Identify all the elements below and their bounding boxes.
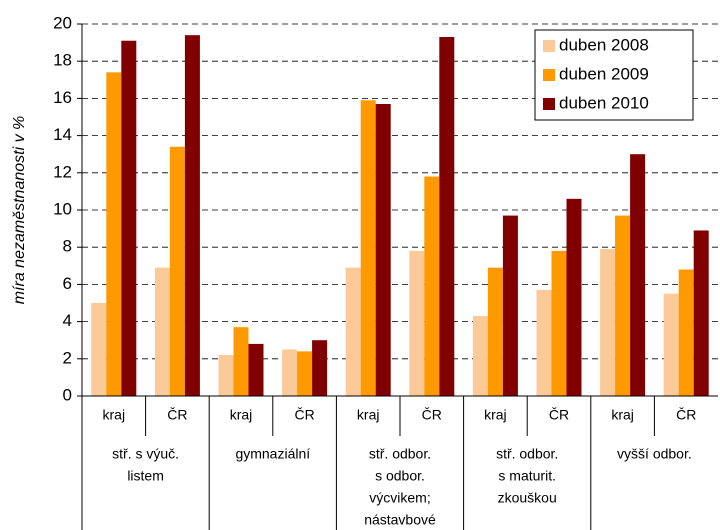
group-label: výcvikem;	[369, 490, 430, 506]
x-tick-label: kraj	[230, 407, 253, 423]
bar	[439, 37, 455, 397]
bar	[502, 215, 518, 396]
bar	[233, 327, 249, 396]
bar	[536, 289, 552, 396]
bar	[106, 72, 122, 397]
bar	[600, 249, 616, 396]
bar	[169, 146, 185, 396]
bar	[345, 267, 361, 396]
group-label: gymnaziální	[235, 446, 310, 462]
bar	[409, 250, 425, 396]
bar	[184, 35, 200, 396]
legend-label: duben 2009	[559, 64, 649, 83]
bar	[472, 316, 488, 396]
y-tick-label: 8	[63, 237, 72, 256]
bar	[297, 351, 313, 396]
legend-label: duben 2008	[559, 35, 649, 54]
legend-swatch	[543, 69, 555, 81]
bar	[615, 215, 631, 396]
legend-box	[534, 29, 694, 121]
y-tick-label: 6	[63, 274, 72, 293]
bar	[360, 100, 376, 396]
y-tick-label: 4	[63, 311, 72, 330]
legend-swatch	[543, 40, 555, 52]
bar	[693, 230, 709, 396]
bar	[218, 355, 234, 396]
y-tick-label: 14	[53, 125, 72, 144]
legend-swatch	[543, 98, 555, 110]
y-axis-label: míra nezaměstnanosti v %	[11, 116, 28, 305]
x-tick-label: kraj	[611, 407, 634, 423]
bar	[375, 103, 391, 396]
bar	[154, 267, 170, 396]
group-label: stř. s výuč.	[112, 446, 179, 462]
bar	[487, 267, 503, 396]
group-label: zkouškou	[498, 490, 557, 506]
y-tick-label: 10	[53, 199, 72, 218]
legend-label: duben 2010	[559, 93, 649, 112]
bar	[282, 349, 298, 396]
y-tick-label: 20	[53, 13, 72, 32]
x-tick-label: kraj	[357, 407, 380, 423]
group-label: nástavbové	[364, 512, 436, 528]
x-tick-label: ČR	[294, 407, 314, 423]
x-tick-label: ČR	[676, 407, 696, 423]
bar	[663, 293, 679, 396]
x-tick-label: ČR	[422, 407, 442, 423]
y-tick-label: 12	[53, 162, 72, 181]
x-tick-label: ČR	[167, 407, 187, 423]
x-tick-label: ČR	[549, 407, 569, 423]
bar	[424, 176, 440, 396]
bar	[91, 303, 107, 396]
bar	[678, 269, 694, 396]
bar	[551, 250, 567, 396]
group-label: listem	[127, 468, 164, 484]
group-label: s odbor.	[375, 468, 425, 484]
group-label: s maturit.	[498, 468, 556, 484]
group-label: stř. odbor.	[369, 446, 431, 462]
y-tick-label: 16	[53, 88, 72, 107]
bar	[121, 40, 137, 397]
bar	[248, 343, 264, 396]
bar	[566, 198, 582, 396]
x-tick-label: kraj	[484, 407, 507, 423]
y-tick-label: 18	[53, 51, 72, 70]
y-tick-label: 2	[63, 348, 72, 367]
bar	[312, 340, 328, 396]
y-tick-label: 0	[63, 385, 72, 404]
group-label: vyšší odbor.	[617, 446, 692, 462]
group-label: stř. odbor.	[496, 446, 558, 462]
x-tick-label: kraj	[103, 407, 126, 423]
bar	[630, 154, 646, 396]
